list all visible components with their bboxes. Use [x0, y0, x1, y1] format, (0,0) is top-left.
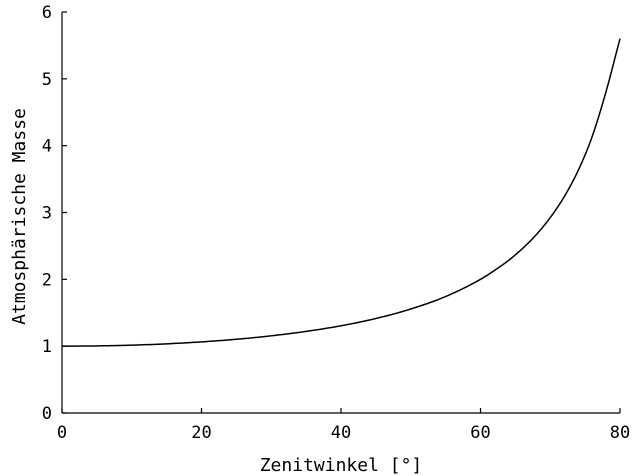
y-tick-label: 5	[42, 70, 52, 90]
axes-layer	[61, 12, 620, 414]
x-tick-label: 0	[57, 423, 67, 443]
series-line	[61, 38, 621, 347]
y-axis-title: Atmosphärische Masse	[9, 108, 30, 325]
y-tick-label: 6	[42, 3, 52, 23]
y-tick-label: 4	[42, 137, 52, 157]
y-tick-label: 2	[42, 270, 52, 290]
y-tick-label: 1	[42, 337, 52, 357]
x-axis-title: Zenitwinkel [°]	[260, 455, 423, 476]
x-tick-label: 80	[610, 423, 630, 443]
x-tick-label: 20	[191, 423, 211, 443]
y-tick-label: 3	[42, 204, 52, 224]
ticks-layer: 0 20 40 60 80 0 1 2 3 4 5 6	[42, 3, 630, 443]
y-tick-label: 0	[42, 404, 52, 424]
x-tick-label: 40	[331, 423, 351, 443]
x-tick-label: 60	[470, 423, 490, 443]
series-layer	[61, 38, 621, 347]
